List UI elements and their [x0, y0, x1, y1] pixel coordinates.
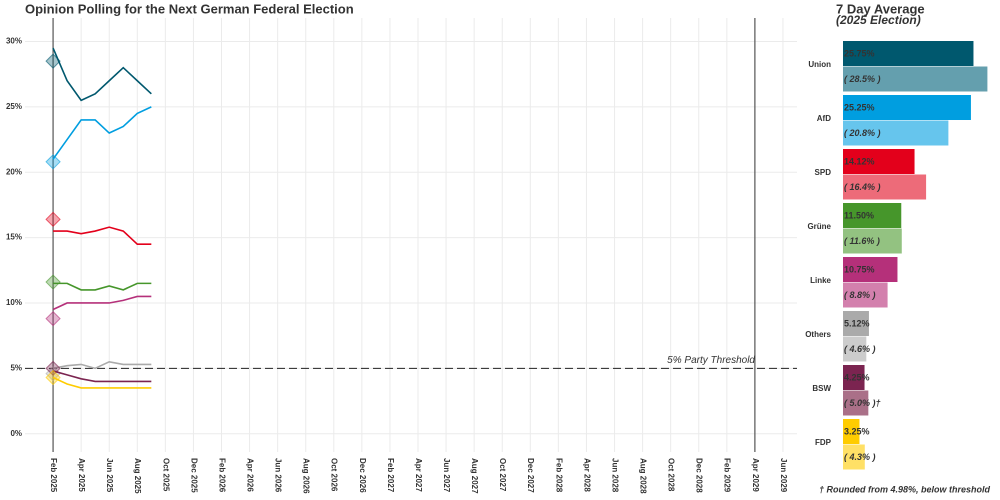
y-tick-label: 30% — [6, 37, 22, 46]
y-tick-label: 0% — [10, 429, 22, 438]
election-marker — [45, 211, 61, 228]
x-tick-label: Dec 2027 — [526, 458, 535, 493]
x-tick-label: Aug 2026 — [302, 458, 311, 494]
value-label: ( 8.8% ) — [844, 290, 876, 300]
value-label: 25.25% — [844, 102, 875, 112]
chart-title: Opinion Polling for the Next German Fede… — [25, 1, 354, 16]
value-label: 11.50% — [844, 210, 874, 220]
x-tick-label: Oct 2025 — [161, 458, 170, 492]
x-tick-label: Apr 2026 — [245, 458, 254, 492]
threshold-label: 5% Party Threshold — [667, 355, 755, 366]
panel-title: 7 Day Average — [836, 1, 925, 16]
x-tick-label: Oct 2027 — [498, 458, 507, 492]
bar — [843, 95, 971, 120]
category-label: SPD — [815, 168, 832, 177]
x-tick-label: Aug 2028 — [638, 458, 647, 494]
bar — [843, 149, 915, 174]
value-label: 4.25% — [844, 372, 870, 382]
value-label: 14.12% — [844, 156, 875, 166]
x-tick-label: Apr 2028 — [582, 458, 591, 492]
election-marker — [45, 369, 61, 386]
x-tick-label: Apr 2029 — [751, 458, 760, 492]
trend-line — [52, 370, 152, 383]
bar — [843, 174, 927, 200]
bar — [843, 66, 988, 92]
bar — [843, 120, 949, 146]
category-label: FDP — [815, 438, 832, 447]
bar — [843, 444, 865, 470]
y-tick-label: 20% — [6, 167, 22, 176]
value-label: ( 16.4% ) — [844, 182, 881, 192]
x-tick-label: Jun 2026 — [274, 458, 283, 493]
bar — [843, 203, 902, 228]
value-label: ( 4.3% ) — [844, 452, 876, 462]
x-tick-label: Oct 2028 — [667, 458, 676, 492]
x-tick-label: Apr 2027 — [414, 458, 423, 492]
x-tick-label: Oct 2026 — [330, 458, 339, 492]
value-label: 25.75% — [844, 48, 875, 58]
value-label: 3.25% — [844, 426, 870, 436]
panel-subtitle: (2025 Election) — [836, 13, 921, 27]
category-label: Union — [808, 60, 831, 69]
value-label: ( 5.0% )† — [844, 398, 881, 408]
trend-line — [53, 282, 152, 291]
value-label: ( 4.6% ) — [844, 344, 876, 354]
election-marker — [45, 360, 61, 377]
x-tick-label: Dec 2028 — [695, 458, 704, 493]
y-tick-label: 10% — [6, 298, 22, 307]
bar — [843, 41, 974, 66]
category-label: Others — [805, 330, 831, 339]
value-label: 5.12% — [844, 318, 870, 328]
x-tick-label: Apr 2025 — [77, 458, 86, 492]
y-tick-label: 5% — [10, 363, 22, 372]
x-tick-label: Aug 2027 — [470, 458, 479, 494]
category-label: Linke — [810, 276, 831, 285]
x-tick-label: Jun 2025 — [105, 458, 114, 493]
value-label: ( 11.6% ) — [844, 236, 880, 246]
value-label: 10.75% — [844, 264, 875, 274]
bar — [843, 282, 888, 308]
election-marker — [45, 53, 61, 69]
election-marker — [45, 310, 61, 327]
x-tick-label: Jun 2027 — [442, 458, 451, 493]
value-label: ( 20.8% ) — [844, 128, 881, 138]
x-tick-label: Feb 2028 — [554, 458, 563, 493]
category-label: AfD — [817, 114, 831, 123]
x-tick-label: Dec 2025 — [189, 458, 198, 493]
y-tick-label: 25% — [6, 102, 22, 111]
bar — [843, 228, 902, 254]
x-tick-label: Aug 2025 — [133, 458, 142, 494]
bar — [843, 419, 860, 444]
trend-line — [52, 360, 152, 370]
trend-line — [52, 47, 152, 102]
x-tick-label: Jun 2028 — [610, 458, 619, 493]
trend-line — [52, 376, 152, 389]
value-label: ( 28.5% ) — [844, 74, 881, 84]
x-tick-label: Feb 2025 — [49, 458, 58, 493]
category-label: BSW — [812, 384, 831, 393]
trend-line — [52, 295, 152, 311]
election-marker — [45, 154, 61, 170]
bar — [843, 257, 898, 282]
election-marker — [45, 274, 61, 290]
trend-line — [52, 106, 152, 160]
trend-line — [53, 226, 152, 245]
y-tick-label: 15% — [6, 233, 22, 242]
category-label: Grüne — [807, 222, 831, 231]
x-tick-label: Dec 2026 — [358, 458, 367, 493]
bar — [843, 336, 867, 362]
bar — [843, 365, 865, 390]
x-tick-label: Feb 2029 — [723, 458, 732, 493]
bar — [843, 311, 869, 336]
bar — [843, 390, 869, 416]
x-tick-label: Feb 2027 — [386, 458, 395, 493]
x-tick-label: Feb 2026 — [217, 458, 226, 493]
footnote: † Rounded from 4.98%, below threshold — [819, 484, 991, 494]
x-tick-label: Jun 2029 — [779, 458, 788, 493]
